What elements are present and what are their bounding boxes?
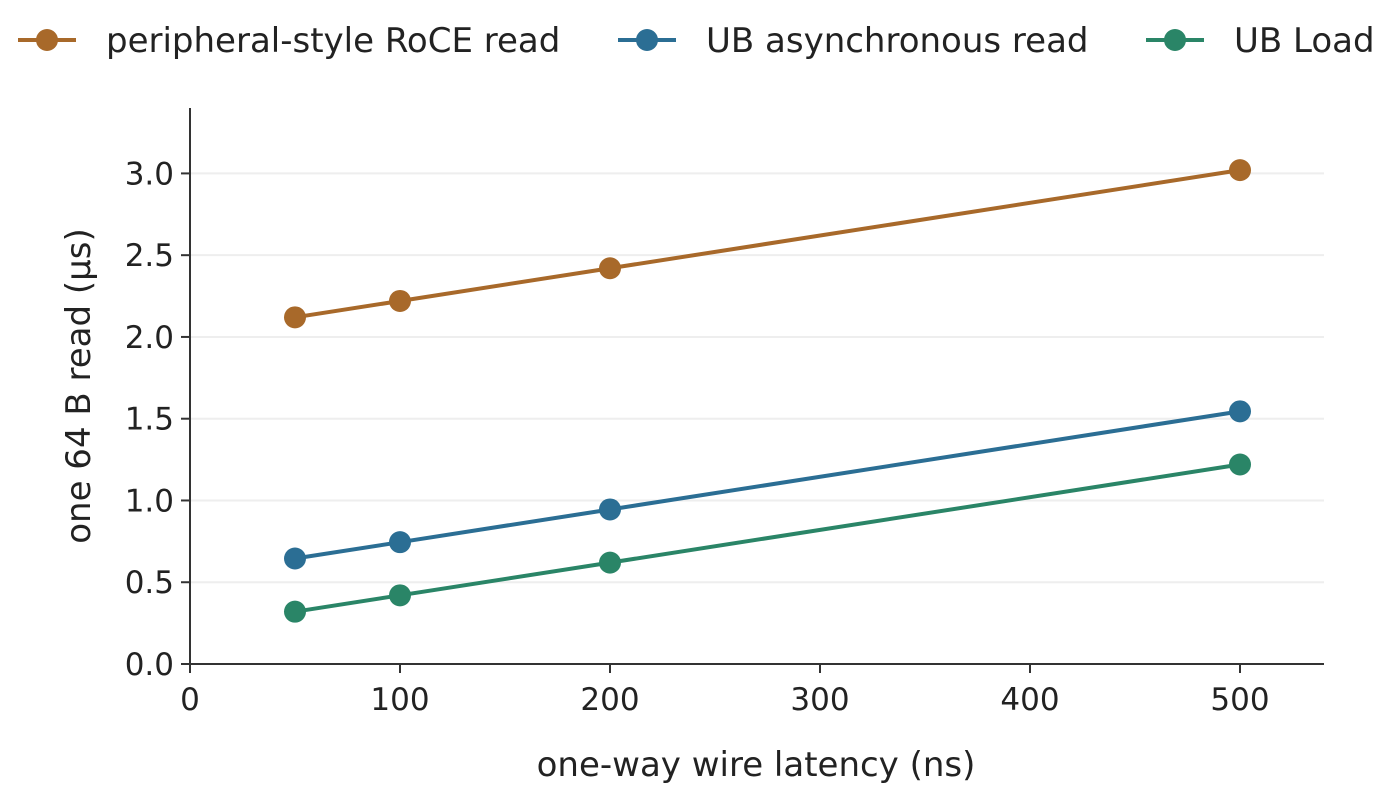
data-point bbox=[284, 306, 306, 329]
legend-label: UB asynchronous read bbox=[706, 21, 1089, 61]
series-line bbox=[294, 168, 1241, 320]
series-lines bbox=[284, 159, 1251, 623]
data-point bbox=[1229, 453, 1251, 476]
data-point bbox=[1229, 159, 1251, 182]
series-2 bbox=[284, 400, 1251, 570]
y-axis-title: one 64 B read (µs) bbox=[59, 228, 99, 544]
gridlines bbox=[190, 172, 1324, 584]
series-line bbox=[294, 409, 1241, 561]
y-tick-label: 3.0 bbox=[125, 156, 174, 192]
series-1 bbox=[284, 159, 1251, 329]
y-tick-label: 1.0 bbox=[125, 483, 174, 519]
data-point bbox=[389, 289, 411, 312]
y-tick-label: 0.5 bbox=[125, 565, 174, 601]
series-line bbox=[294, 462, 1241, 614]
x-tick-label: 500 bbox=[1210, 682, 1269, 718]
x-tick-label: 200 bbox=[580, 682, 639, 718]
x-tick-label: 100 bbox=[370, 682, 429, 718]
data-point bbox=[284, 600, 306, 623]
y-tick-label: 2.5 bbox=[125, 238, 174, 274]
legend-marker bbox=[1164, 29, 1186, 51]
y-tick-label: 1.5 bbox=[125, 402, 174, 438]
data-point bbox=[599, 551, 621, 574]
data-point bbox=[1229, 400, 1251, 423]
legend-label: peripheral-style RoCE read bbox=[106, 21, 560, 61]
series-3 bbox=[284, 453, 1251, 623]
x-tick-label: 300 bbox=[790, 682, 849, 718]
data-point bbox=[599, 498, 621, 521]
data-point bbox=[389, 584, 411, 607]
x-tick-label: 400 bbox=[1000, 682, 1059, 718]
data-point bbox=[599, 257, 621, 280]
legend-item: UB Load bbox=[1146, 21, 1375, 61]
x-axis-title: one-way wire latency (ns) bbox=[537, 745, 976, 785]
y-tick-label: 0.0 bbox=[125, 647, 174, 683]
data-point bbox=[389, 531, 411, 554]
axes: 0.0 0.5 1.0 1.5 2.0 2.5 3.0 0 100 200 300 400 500 bbox=[125, 108, 1324, 718]
legend-item: peripheral-style RoCE read bbox=[18, 21, 560, 61]
legend-marker bbox=[636, 29, 658, 51]
data-point bbox=[284, 547, 306, 570]
legend-marker bbox=[36, 29, 58, 51]
y-tick-label: 2.0 bbox=[125, 320, 174, 356]
legend-item: UB asynchronous read bbox=[618, 21, 1089, 61]
legend: peripheral-style RoCE read UB asynchronou… bbox=[18, 21, 1375, 61]
legend-label: UB Load bbox=[1234, 21, 1375, 61]
x-tick-label: 0 bbox=[180, 682, 200, 718]
